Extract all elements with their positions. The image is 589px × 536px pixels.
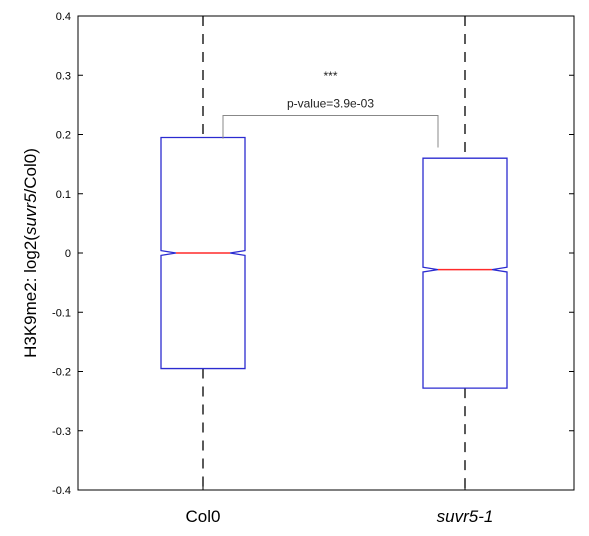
y-axis-label: H3K9me2: log2(suvr5/Col0) xyxy=(21,148,40,358)
y-tick-label: -0.4 xyxy=(52,485,71,497)
y-tick-label: 0 xyxy=(65,248,71,260)
significance-stars: *** xyxy=(323,69,337,83)
box-Col0 xyxy=(160,16,246,490)
y-tick-label: -0.3 xyxy=(52,426,71,438)
x-tick-label: suvr5-1 xyxy=(437,507,494,526)
y-axis-ticks: -0.4 -0.3 -0.2 -0.1 0 0.1 0.2 0.3 0.4 xyxy=(52,11,574,497)
y-tick-label: 0.1 xyxy=(56,189,71,201)
y-axis-label-italic: suvr5 xyxy=(21,193,40,235)
plot-frame xyxy=(77,15,575,491)
x-tick-label: Col0 xyxy=(186,507,221,526)
boxes xyxy=(160,16,508,490)
y-tick-label: 0.4 xyxy=(56,11,71,23)
y-tick-label: -0.1 xyxy=(52,307,71,319)
x-axis-category-labels: Col0 suvr5-1 xyxy=(186,507,494,526)
box-body xyxy=(422,157,508,389)
plot-area xyxy=(77,15,575,491)
y-axis-label-suffix: /Col0) xyxy=(21,148,40,193)
y-tick-label: -0.2 xyxy=(52,367,71,379)
box-suvr5-1 xyxy=(422,16,508,490)
significance-bracket xyxy=(222,115,439,148)
y-axis-label-prefix: H3K9me2: log2( xyxy=(21,235,40,358)
y-tick-label: 0.2 xyxy=(56,130,71,142)
box-body xyxy=(160,136,246,370)
p-value-label: p-value=3.9e-03 xyxy=(287,97,374,111)
significance-annotation: *** p-value=3.9e-03 xyxy=(222,69,439,148)
y-tick-label: 0.3 xyxy=(56,70,71,82)
